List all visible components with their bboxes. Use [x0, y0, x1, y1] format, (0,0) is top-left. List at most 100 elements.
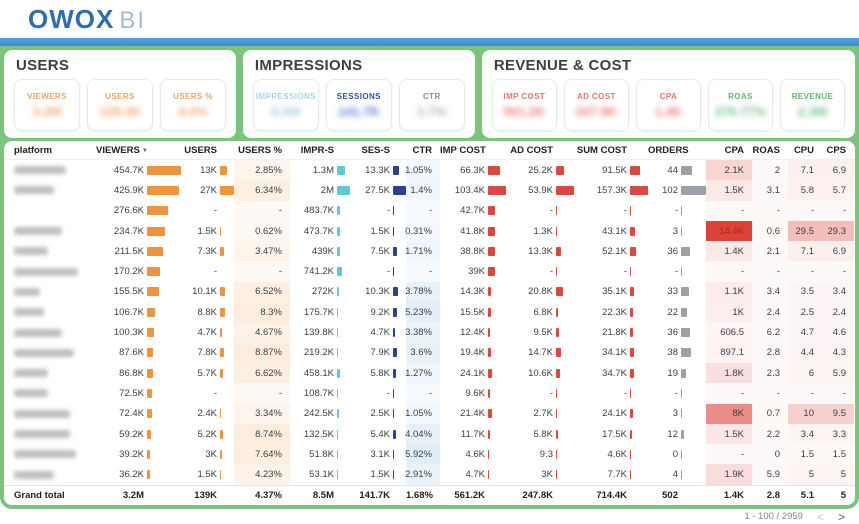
cell-ad_cost: 9.3: [506, 444, 574, 464]
cell-viewers: 39.2K: [96, 444, 182, 464]
cell-ad_cost: 14.7K: [506, 343, 574, 363]
cell-sess: 5.8K: [350, 363, 406, 383]
cell-cpu: -: [788, 261, 822, 281]
column-header-ctr[interactable]: CTR: [412, 144, 432, 156]
cell-imprs: 741.2K: [290, 261, 350, 281]
pagination-next-button[interactable]: >: [837, 509, 845, 524]
column-header-sess[interactable]: SES-S: [361, 144, 390, 156]
cell-ctr: 1.27%: [405, 362, 440, 384]
sess-bar: [393, 368, 396, 378]
imp_cost-bar: [488, 206, 495, 216]
cell-sess: 27.5K: [350, 180, 406, 200]
scorecards-revenue-cost: IMP COST 561.2K AD COST 247.8K CPA 1.4K ROAS 27…: [491, 79, 845, 131]
imprs-bar: [337, 226, 340, 236]
cell-sess: 13.3K: [350, 160, 406, 180]
cell-roas: 6.2: [752, 322, 788, 342]
platform-name-redacted: [4, 383, 96, 403]
orders-bar: [681, 470, 682, 480]
scorecard-value-blurred: 141.7K: [337, 103, 380, 119]
column-header-viewers[interactable]: VIEWERS ▼: [96, 144, 148, 156]
viewers-bar: [147, 388, 152, 398]
imprs-bar: [337, 328, 338, 338]
cell-users: 7.8K: [182, 343, 234, 363]
column-header-sum_cost[interactable]: SUM COST: [576, 144, 627, 156]
cell-users_pct: -: [234, 200, 290, 221]
orders-bar: [681, 449, 682, 459]
sess-bar: [393, 409, 394, 419]
ad_cost-bar: [556, 307, 558, 317]
platform-name-redacted: [4, 160, 96, 180]
cell-cpa: -: [706, 261, 752, 281]
cell-orders: 44: [648, 160, 706, 180]
sum_cost-bar: [630, 165, 640, 175]
pagination-prev-button[interactable]: <: [816, 509, 824, 524]
orders-bar: [681, 348, 691, 358]
cell-roas: 2.1: [752, 241, 788, 261]
cell-sess: 1.5K: [350, 221, 406, 241]
scorecard-cpa: CPA 1.4K: [635, 79, 701, 131]
column-header-cpa[interactable]: CPA: [724, 144, 744, 156]
column-header-ad_cost[interactable]: AD COST: [510, 144, 553, 156]
table-row: 170.2K - -741.2K - -39K - - - - - - -: [4, 261, 855, 282]
cell-viewers: 234.7K: [96, 221, 182, 241]
platform-name-redacted: [4, 343, 96, 363]
column-header-cpu[interactable]: CPU: [793, 144, 814, 156]
scorecard-roas: ROAS 276.77%: [707, 79, 773, 131]
cell-imprs: 175.7K: [290, 302, 350, 322]
cell-imprs: 219.2K: [290, 343, 350, 363]
cell-users_pct: 8.74%: [234, 423, 290, 445]
column-header-cps[interactable]: CPS: [826, 144, 846, 156]
platform-name-redacted: [4, 241, 96, 261]
sum_cost-bar: [630, 328, 633, 338]
sess-bar: [393, 388, 394, 398]
imp_cost-bar: [488, 307, 491, 317]
column-header-users_pct[interactable]: USERS %: [238, 144, 282, 156]
grand-total-roas: 2.8: [766, 489, 780, 501]
imp_cost-bar: [488, 409, 492, 419]
cell-roas: 2.4: [752, 302, 788, 322]
cell-cps: 3.4: [822, 281, 854, 303]
platform-name-redacted: [4, 464, 96, 484]
table-row: 276.6K - -483.7K - -42.7K - - - - - - -: [4, 200, 855, 221]
column-header-roas[interactable]: ROAS: [752, 144, 780, 156]
cell-ad_cost: -: [506, 261, 574, 281]
cell-imprs: 1.3M: [290, 160, 350, 180]
cell-imp_cost: 39K: [440, 261, 506, 281]
platform-name-redacted: [4, 424, 96, 444]
viewers-bar: [147, 185, 179, 195]
cell-cpa: 2.1K: [706, 160, 752, 181]
table-row: 72.5K - -108.7K - -9.6K - - - - - - -: [4, 383, 855, 404]
cell-users_pct: 8.3%: [234, 302, 290, 323]
column-header-imp_cost[interactable]: IMP COST: [440, 144, 486, 156]
cell-users: 5.2K: [182, 424, 234, 444]
grand-total-users_pct: 4.37%: [255, 489, 282, 501]
sess-bar: [393, 246, 397, 256]
cell-roas: 3.1: [752, 180, 788, 200]
ad_cost-bar: [556, 470, 557, 480]
cell-roas: 0: [752, 444, 788, 464]
imp_cost-bar: [488, 470, 489, 480]
cell-cpu: 5.8: [788, 180, 822, 201]
cell-ctr: 1.05%: [405, 160, 440, 181]
column-header-orders[interactable]: ORDERS: [648, 144, 689, 156]
cell-sum_cost: 91.5K: [574, 160, 648, 180]
platform-name-redacted: [4, 261, 96, 281]
sess-bar: [393, 429, 396, 439]
cell-cps: 4.6: [822, 322, 854, 343]
orders-bar: [681, 206, 682, 216]
cell-users: -: [213, 205, 217, 217]
cell-cpu: 6: [788, 362, 822, 384]
cell-viewers: 170.2K: [96, 261, 182, 281]
column-header-users[interactable]: USERS: [184, 144, 217, 156]
column-header-platform[interactable]: platform: [14, 144, 52, 156]
cell-sum_cost: 17.5K: [574, 424, 648, 444]
blurred-platform-label: [14, 287, 40, 296]
users-bar: [220, 226, 221, 236]
cell-sum_cost: 43.1K: [574, 221, 648, 241]
cell-sess: -: [350, 261, 406, 281]
cell-ad_cost: 25.2K: [506, 160, 574, 180]
cell-users_pct: 4.67%: [234, 322, 290, 343]
column-header-imprs[interactable]: IMPR-S: [300, 144, 334, 156]
orders-bar: [681, 388, 682, 398]
imp_cost-bar: [488, 368, 492, 378]
